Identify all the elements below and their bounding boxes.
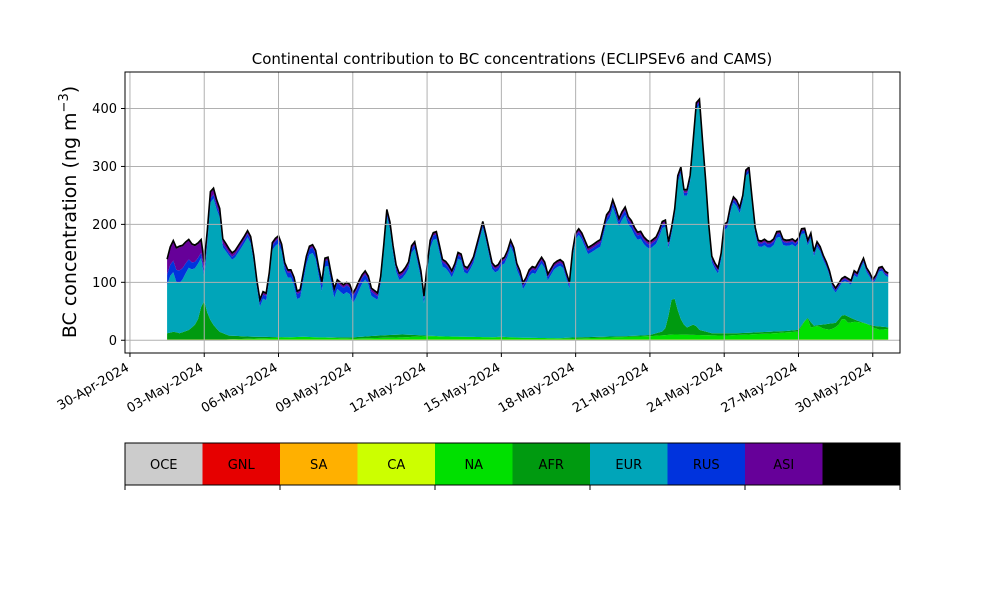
y-tick-label: 0 <box>109 334 117 349</box>
x-tick-label: 12-May-2024 <box>347 360 429 416</box>
legend-swatch-gnl <box>202 443 280 485</box>
x-tick-label: 24-May-2024 <box>645 360 727 416</box>
legend-label-afr: AFR <box>539 458 564 473</box>
legend-label-asi: ASI <box>773 458 794 473</box>
legend-label-oce: OCE <box>150 458 178 473</box>
total-outline-line <box>166 97 889 303</box>
legend-label-na: NA <box>464 458 483 473</box>
legend-label-eur: EUR <box>615 458 642 473</box>
plot-area: 0 100 200 300 400 30-Apr-202403-May-202406-Ma… <box>55 71 901 416</box>
plot-frame <box>124 71 901 354</box>
x-tick-label: 21-May-2024 <box>570 360 652 416</box>
legend-swatch-afr <box>512 443 590 485</box>
area-series-eur <box>167 105 889 339</box>
y-axis-label-close: ) <box>59 86 81 93</box>
legend-swatch-rus <box>667 443 745 485</box>
legend-swatch-na <box>435 443 513 485</box>
legend-swatch-ca <box>357 443 435 485</box>
x-tick-label: 09-May-2024 <box>273 360 355 416</box>
legend-label-rus: RUS <box>693 458 720 473</box>
x-tick-label: 15-May-2024 <box>422 360 504 416</box>
y-axis-label-main: BC concentration (ng m <box>59 112 81 338</box>
x-tick-label: 30-Apr-2024 <box>55 360 132 413</box>
x-tick-label: 06-May-2024 <box>199 360 281 416</box>
x-tick-label: 03-May-2024 <box>125 360 207 416</box>
x-tick-label: 27-May-2024 <box>719 360 801 416</box>
chart-title: Continental contribution to BC concentra… <box>252 50 773 68</box>
x-tick-label: 18-May-2024 <box>496 360 578 416</box>
legend-label-aus: AUS <box>848 458 875 473</box>
legend-swatch-sa <box>280 443 358 485</box>
legend-swatch-eur <box>590 443 668 485</box>
y-axis-label-exponent: −3 <box>57 93 72 112</box>
y-axis-label: BC concentration (ng m−3) <box>57 86 81 338</box>
colorbar-legend: OCE GNL SA CA NA AFR EUR RUS ASI AUS <box>124 442 901 490</box>
legend-swatch-aus <box>822 443 900 485</box>
legend-swatch-oce <box>125 443 203 485</box>
legend-label-ca: CA <box>387 458 405 473</box>
area-series-na <box>167 318 889 340</box>
y-tick-label: 400 <box>92 102 117 117</box>
legend-frame <box>124 442 901 486</box>
y-tick-label: 300 <box>92 160 117 175</box>
legend-label-gnl: GNL <box>228 458 256 473</box>
legend-swatch-asi <box>745 443 823 485</box>
y-tick-label: 100 <box>92 276 117 291</box>
y-tick-label: 200 <box>92 218 117 233</box>
x-tick-label: 30-May-2024 <box>793 360 875 416</box>
legend-label-sa: SA <box>310 458 327 473</box>
